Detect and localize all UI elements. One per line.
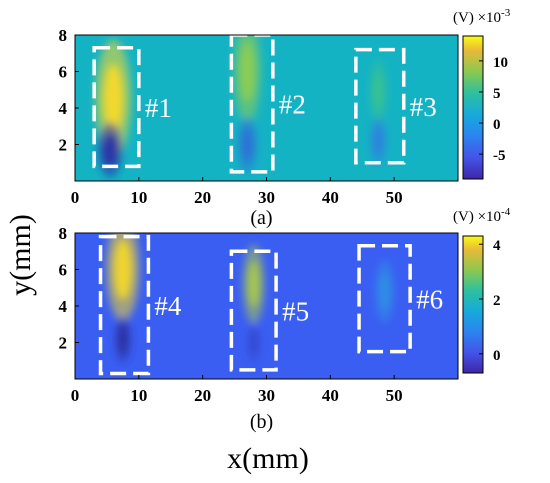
heatmap-field xyxy=(106,233,395,363)
x-tick-label: 10 xyxy=(130,386,147,405)
heatmap-blob xyxy=(241,128,253,161)
heatmap-blob xyxy=(249,330,258,355)
colorbar-tick-label: 0 xyxy=(493,117,501,133)
x-axis-title: x(mm) xyxy=(227,442,309,475)
heatmap-background xyxy=(75,35,458,181)
defect-box-1 xyxy=(98,234,151,376)
x-tick-label: 20 xyxy=(194,386,211,405)
defect-box-label: #1 xyxy=(145,93,172,123)
heatmap-blob xyxy=(239,41,256,102)
heatmap-blob xyxy=(373,72,383,111)
heatmap-blob xyxy=(118,324,128,353)
defect-box-label: #5 xyxy=(282,297,309,327)
y-tick-label: 6 xyxy=(59,261,68,280)
x-tick-label: 0 xyxy=(71,188,80,207)
defect-box-label: #4 xyxy=(154,291,182,321)
y-tick-label: 8 xyxy=(59,224,68,243)
x-tick-label: 40 xyxy=(322,386,339,405)
y-tick-label: 8 xyxy=(59,26,68,45)
x-tick-label: 40 xyxy=(322,188,339,207)
x-tick-label: 0 xyxy=(71,386,80,405)
defect-box-3 xyxy=(354,47,406,165)
x-tick-label: 50 xyxy=(386,386,403,405)
colorbar-unit-label: (V) ×10-3 xyxy=(453,7,511,26)
colorbar-tick-label: 2 xyxy=(493,293,501,309)
colorbar xyxy=(462,235,484,374)
x-tick-label: 50 xyxy=(386,188,403,207)
defect-box-1 xyxy=(92,46,141,169)
heatmap-blob xyxy=(113,239,133,300)
x-tick-label: 20 xyxy=(194,188,211,207)
defect-box-2 xyxy=(229,33,275,174)
y-tick-label: 2 xyxy=(59,136,68,155)
heatmap-blob xyxy=(103,63,124,134)
defect-box-label: #2 xyxy=(279,89,306,119)
defect-box-label: #6 xyxy=(416,285,443,315)
defect-box-3 xyxy=(357,244,412,354)
colorbar-tick-label: -5 xyxy=(493,148,506,164)
y-tick-label: 4 xyxy=(59,297,68,316)
defect-box-2 xyxy=(229,249,278,372)
x-tick-label: 10 xyxy=(130,188,147,207)
heatmap-blob xyxy=(103,133,118,167)
x-tick-label: 30 xyxy=(258,188,275,207)
heatmap-blob xyxy=(373,126,383,155)
panel-label: (a) xyxy=(250,207,272,229)
y-tick-label: 6 xyxy=(59,63,68,82)
x-tick-label: 30 xyxy=(258,386,275,405)
colorbar-tick-label: 0 xyxy=(493,348,501,364)
colorbar-tick-label: 10 xyxy=(493,55,508,71)
y-tick-label: 2 xyxy=(59,334,68,353)
heatmap-blob xyxy=(247,260,260,308)
y-axis-title: y(mm) xyxy=(4,214,37,296)
colorbar-tick-label: 4 xyxy=(493,238,501,254)
panel-label: (b) xyxy=(250,411,273,433)
heatmap-blob xyxy=(379,272,390,311)
heatmap-field xyxy=(95,35,387,178)
y-tick-label: 4 xyxy=(59,99,68,118)
colorbar-unit-label: (V) ×10-4 xyxy=(453,206,511,225)
defect-box-label: #3 xyxy=(410,92,437,122)
colorbar xyxy=(462,35,484,180)
colorbar-tick-label: 5 xyxy=(493,86,501,102)
